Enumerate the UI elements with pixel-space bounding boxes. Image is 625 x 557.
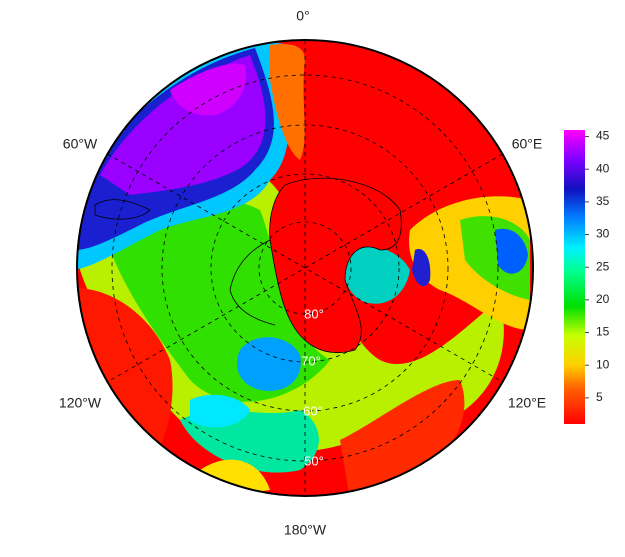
latitude-label: 70° [301, 353, 321, 368]
colorbar-tick-label: 35 [596, 194, 610, 208]
longitude-label: 0° [296, 8, 309, 24]
colorbar-tick-label: 25 [596, 259, 610, 273]
colorbar-tick-label: 20 [596, 292, 610, 306]
data-field [77, 40, 533, 496]
colorbar-tick-label: 10 [596, 357, 610, 371]
coastline [229, 177, 402, 354]
colorbar-tick-label: 40 [596, 161, 610, 175]
colorbar-tick-label: 30 [596, 227, 610, 241]
longitude-label: 120°E [508, 395, 546, 411]
colorbar-tick-label: 15 [596, 325, 610, 339]
longitude-label: 180°W [284, 522, 327, 538]
latitude-label: 60° [303, 403, 323, 418]
latitude-label: 80° [304, 306, 324, 321]
colorbar-tick-label: 45 [596, 129, 610, 143]
longitude-label: 60°E [512, 136, 543, 152]
colorbar-tick-label: 5 [596, 390, 603, 404]
coastline [94, 199, 151, 220]
map-border [76, 39, 534, 497]
longitude-label: 60°W [63, 136, 98, 152]
graticule [107, 40, 503, 496]
colorbar [564, 130, 585, 424]
latitude-label: 50° [304, 453, 324, 468]
longitude-label: 120°W [59, 395, 102, 411]
